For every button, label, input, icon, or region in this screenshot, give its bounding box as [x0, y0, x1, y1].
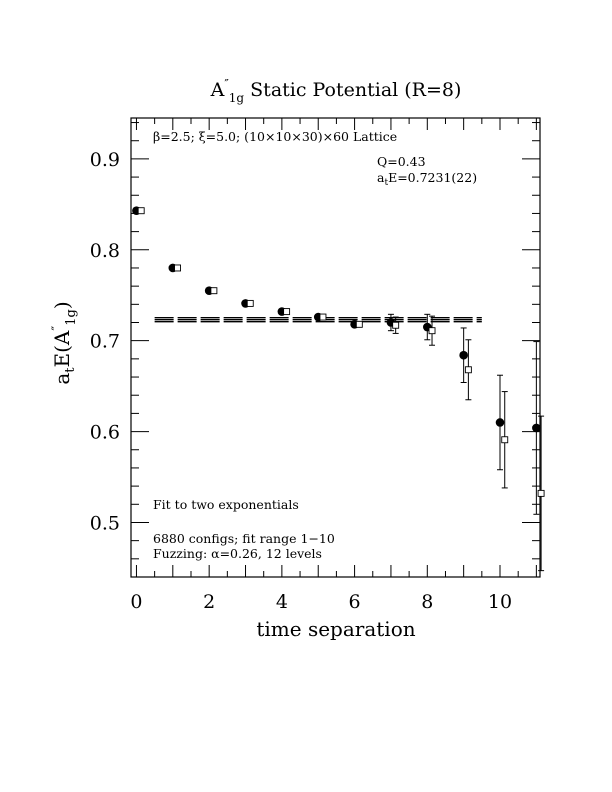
data-point-circle: [495, 418, 505, 427]
x-tick-label: 8: [421, 591, 433, 613]
data-point-square: [501, 436, 509, 444]
x-tick-label: 10: [488, 591, 512, 613]
y-tick-label: 0.8: [90, 240, 120, 262]
data-point-circle: [532, 423, 541, 433]
lattice-info: β=2.5; ξ=5.0; (10×10×30)×60 Lattice: [153, 129, 397, 144]
data-point-square: [464, 366, 472, 374]
tick-labels: 0 2 4 6 8 10 0.5 0.6 0.7 0.8 0.9: [90, 149, 512, 613]
data-point-square: [210, 287, 218, 295]
data-point-square: [319, 313, 327, 321]
y-tick-label: 0.9: [90, 149, 120, 171]
fit-q-value: Q=0.43: [377, 154, 426, 169]
x-tick-label: 4: [276, 591, 288, 613]
x-tick-label: 6: [349, 591, 361, 613]
y-tick-label: 0.7: [90, 331, 120, 353]
data-point-square: [392, 321, 400, 329]
data-point-square: [137, 207, 145, 215]
data-point-circle: [459, 350, 468, 360]
y-tick-label: 0.5: [90, 512, 120, 534]
data-point-square: [283, 308, 291, 316]
y-axis-label: atE(A″1g): [50, 301, 79, 384]
x-tick-label: 2: [203, 591, 215, 613]
data-point-square: [355, 320, 363, 328]
data-point-square: [537, 489, 545, 497]
fit-method: Fit to two exponentials: [153, 497, 299, 512]
chart-title: A″1g Static Potential (R=8): [210, 77, 462, 105]
plot-frame: [130, 117, 541, 578]
configs-info: 6880 configs; fit range 1−10: [153, 531, 335, 546]
data-points: [132, 206, 545, 572]
fit-energy: atE=0.7231(22): [377, 170, 477, 188]
axis-ticks: [131, 118, 540, 577]
fuzzing-info: Fuzzing: α=0.26, 12 levels: [153, 546, 322, 561]
x-tick-label: 0: [130, 591, 142, 613]
data-point-square: [174, 264, 181, 272]
x-axis-label: time separation: [256, 617, 415, 641]
data-point-square: [428, 327, 436, 335]
data-point-square: [246, 299, 254, 307]
y-tick-label: 0.6: [90, 422, 120, 444]
